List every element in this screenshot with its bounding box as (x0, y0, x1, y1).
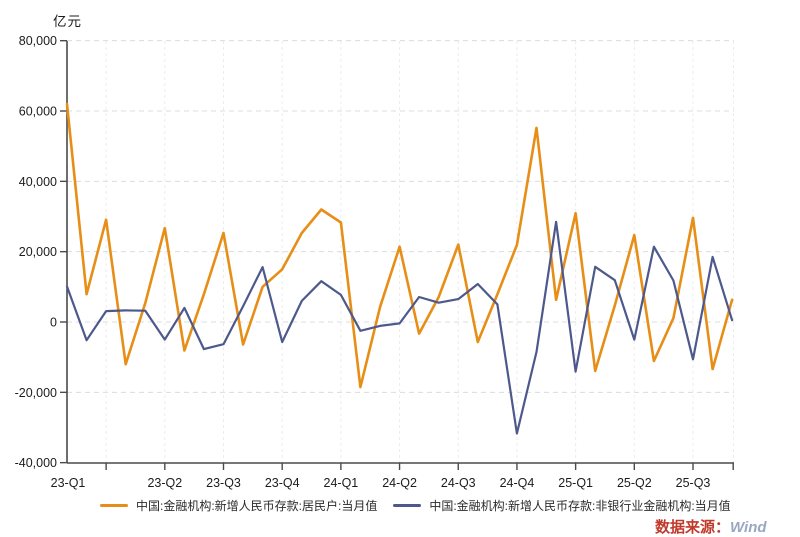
legend-label-nonbank: 中国:金融机构:新增人民币存款:非银行业金融机构:当月值 (429, 499, 731, 513)
legend-item-nonbank: 中国:金融机构:新增人民币存款:非银行业金融机构:当月值 (393, 497, 731, 514)
legend-swatch-household-line (100, 504, 128, 507)
wind-brand-label: Wind (730, 519, 767, 536)
x-tick-label: 23-Q4 (265, 476, 300, 490)
chart-legend: 中国:金融机构:新增人民币存款:居民户:当月值 中国:金融机构:新增人民币存款:… (100, 497, 731, 514)
legend-label-household: 中国:金融机构:新增人民币存款:居民户:当月值 (136, 499, 378, 513)
line-chart: 80,000 60,000 40,000 20,000 0 -20,000 -40,000 2… (15, 34, 734, 490)
y-tick-label: 0 (50, 316, 57, 330)
x-tick-label: 23-Q3 (206, 476, 241, 490)
data-source-label: 数据来源： (655, 519, 731, 536)
x-tick-label: 23-Q1 (51, 476, 86, 490)
x-tick-label: 24-Q2 (382, 476, 417, 490)
y-tick-label: -40,000 (15, 456, 57, 470)
legend-swatch-nonbank-line (393, 504, 422, 507)
x-tick-label: 24-Q4 (500, 476, 535, 490)
x-tick-label: 24-Q1 (324, 476, 359, 490)
y-tick-label: 60,000 (19, 105, 57, 119)
data-source-watermark: 数据来源：Wind (655, 516, 767, 537)
y-tick-label: 20,000 (19, 245, 57, 259)
y-tick-label: -20,000 (15, 386, 57, 400)
nonbank-deposits-line (65, 220, 734, 435)
legend-item-household: 中国:金融机构:新增人民币存款:居民户:当月值 (100, 497, 377, 514)
x-tick-label: 23-Q2 (147, 476, 182, 490)
x-tick-label: 24-Q3 (441, 476, 476, 490)
x-tick-label: 25-Q1 (558, 476, 593, 490)
household-deposits-line (65, 102, 734, 389)
y-tick-label: 40,000 (19, 175, 57, 189)
y-tick-label: 80,000 (19, 34, 57, 48)
x-tick-label: 25-Q3 (676, 476, 711, 490)
y-axis-unit-label: 亿元 (53, 14, 82, 29)
x-tick-label: 25-Q2 (617, 476, 652, 490)
